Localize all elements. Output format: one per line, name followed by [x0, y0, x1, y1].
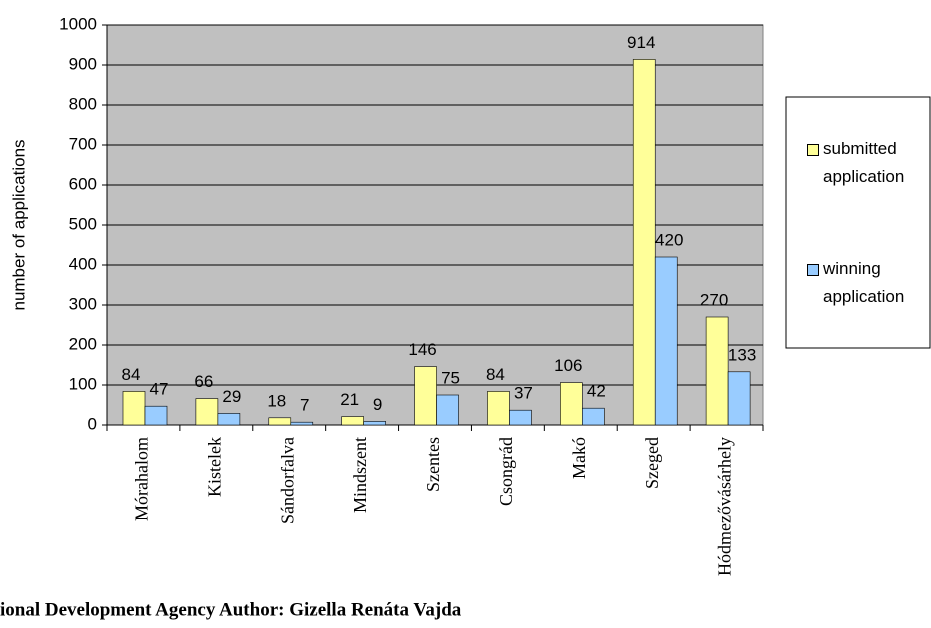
y-tick-label: 300 — [69, 294, 97, 313]
data-label: 270 — [700, 290, 728, 309]
bar — [195, 398, 219, 426]
bar — [727, 371, 751, 426]
data-label: 18 — [267, 391, 286, 410]
footer: ional Development Agency Author: Gizella… — [0, 599, 462, 620]
data-label: 75 — [441, 368, 460, 387]
x-tick-label: Szentes — [423, 437, 443, 492]
data-label: 914 — [627, 33, 655, 52]
x-tick-label: Szeged — [642, 437, 662, 489]
data-label: 66 — [194, 372, 213, 391]
y-tick-label: 600 — [69, 174, 97, 193]
bar — [363, 421, 386, 426]
data-label: 21 — [340, 390, 359, 409]
x-tick-label: Kistelek — [204, 437, 224, 497]
data-label: 29 — [222, 387, 241, 406]
bar — [144, 405, 168, 426]
bar — [654, 256, 678, 426]
data-label: 47 — [150, 380, 169, 399]
y-axis-label: number of applications — [9, 139, 28, 310]
data-label: 420 — [655, 230, 683, 249]
legend-swatch — [807, 264, 819, 276]
x-tick-label: Sándorfalva — [277, 437, 297, 524]
x-tick-label: Mindszent — [350, 437, 370, 513]
y-tick-label: 100 — [69, 374, 97, 393]
y-tick-label: 200 — [69, 334, 97, 353]
legend-label: winning application — [823, 259, 905, 306]
bar — [560, 382, 583, 426]
legend-swatch — [807, 144, 819, 156]
y-tick-label: 700 — [69, 134, 97, 153]
data-label: 84 — [486, 365, 505, 384]
bar — [268, 417, 292, 426]
bar — [436, 394, 459, 426]
y-tick-label: 900 — [69, 54, 97, 73]
bar — [414, 366, 437, 426]
data-label: 106 — [554, 356, 582, 375]
bar — [122, 391, 146, 426]
bar — [290, 421, 314, 426]
bar — [487, 391, 510, 426]
data-label: 7 — [300, 396, 309, 415]
bar — [341, 416, 364, 426]
y-tick-label: 800 — [69, 94, 97, 113]
data-label: 9 — [373, 395, 382, 414]
legend-box — [785, 96, 931, 349]
y-tick-label: 400 — [69, 254, 97, 273]
legend-entry: submitted application — [807, 135, 928, 191]
bar — [217, 413, 241, 426]
bar — [632, 59, 656, 426]
x-tick-label: Mórahalom — [132, 437, 152, 521]
data-label: 42 — [587, 382, 606, 401]
data-label: 37 — [514, 384, 533, 403]
x-tick-label: Hódmezővásárhely — [715, 437, 735, 576]
bar — [705, 316, 729, 426]
data-label: 146 — [408, 340, 436, 359]
legend-entry: winning application — [807, 255, 928, 311]
y-tick-label: 0 — [88, 414, 97, 433]
data-label: 133 — [728, 345, 756, 364]
legend-label: submitted application — [823, 139, 905, 186]
data-label: 84 — [122, 365, 141, 384]
x-tick-label: Csongrád — [496, 437, 516, 506]
y-tick-label: 1000 — [59, 14, 97, 33]
y-tick-label: 500 — [69, 214, 97, 233]
x-tick-label: Makó — [569, 437, 589, 479]
bar — [509, 409, 532, 426]
bar — [582, 407, 605, 426]
